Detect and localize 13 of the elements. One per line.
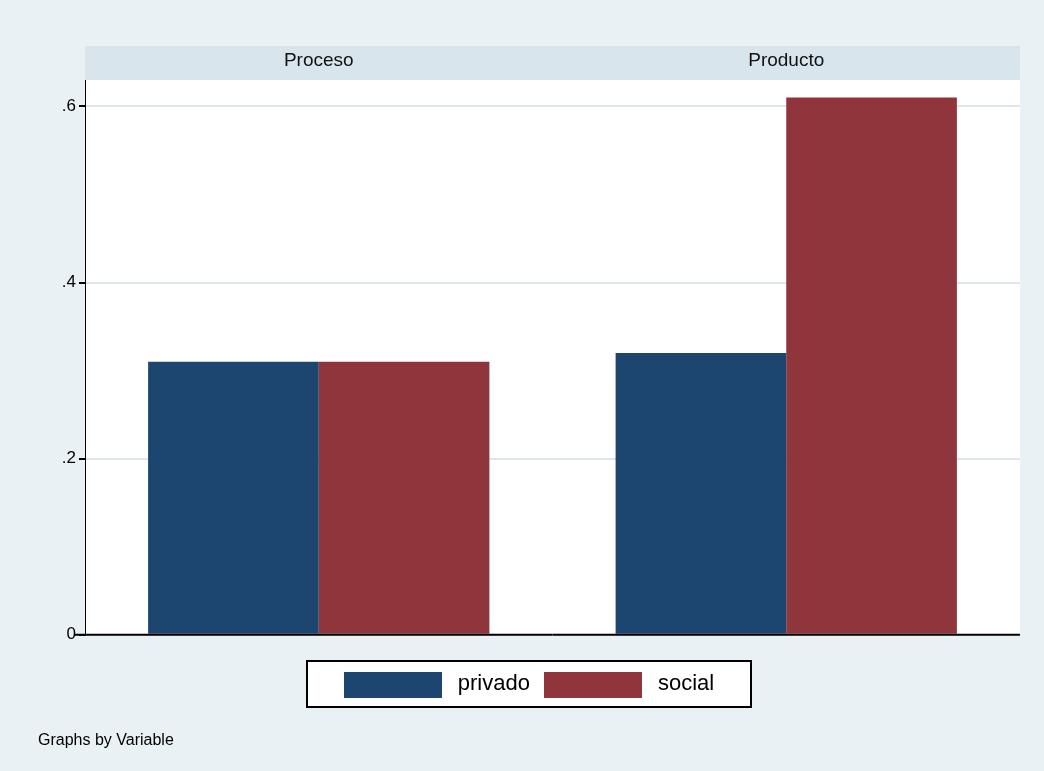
y-tick-label: .6 <box>61 96 76 116</box>
x-tick-label: Producto <box>748 48 825 70</box>
bar <box>318 361 490 634</box>
text: Graphs by Variable <box>38 731 174 749</box>
y-tick-label: 0 <box>66 624 76 644</box>
legend-label: privado <box>456 670 530 698</box>
bar <box>786 97 957 634</box>
bar <box>615 353 787 634</box>
legend-label: social <box>656 670 715 698</box>
y-tick-label: .4 <box>61 272 76 292</box>
bar <box>148 361 319 634</box>
y-tick-label: .2 <box>61 448 76 468</box>
x-tick-label: Proceso <box>283 48 354 70</box>
